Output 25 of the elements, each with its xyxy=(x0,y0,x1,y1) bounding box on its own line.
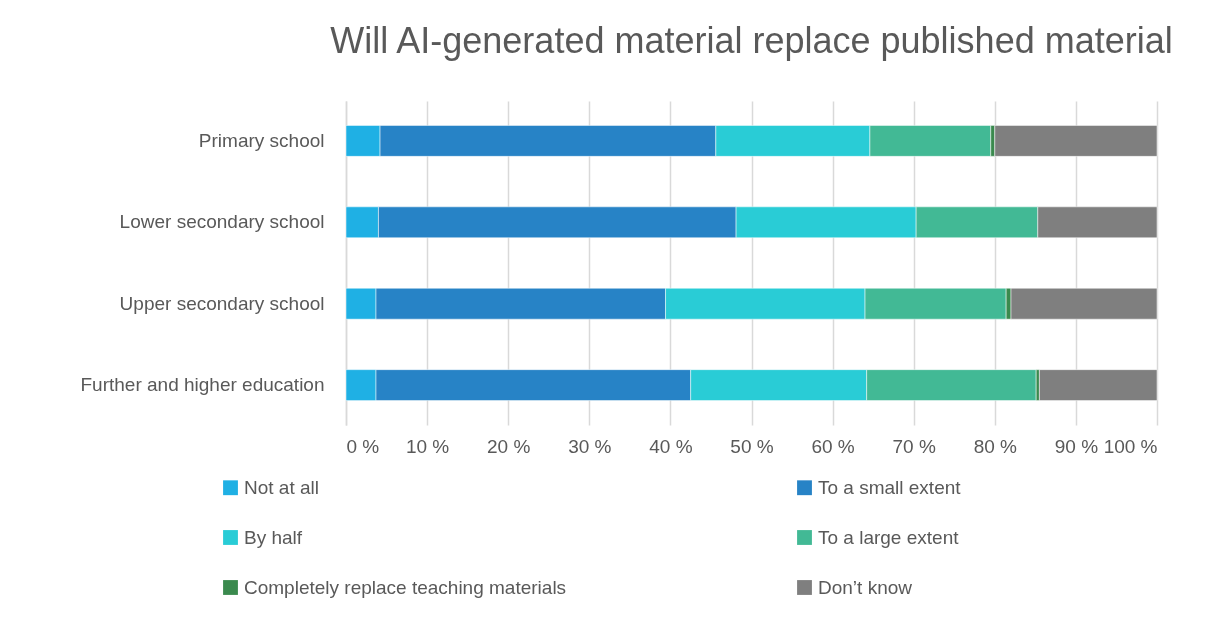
legend-label: Not at all xyxy=(244,476,319,498)
y-tick-label: Primary school xyxy=(198,129,325,151)
x-tick-label: 30 % xyxy=(568,435,612,457)
legend-label: To a large extent xyxy=(818,526,960,548)
legend-label: Don’t know xyxy=(818,576,913,598)
legend-label: Completely replace teaching materials xyxy=(244,576,567,598)
x-tick-label: 80 % xyxy=(973,435,1018,457)
x-tick-label: 20 % xyxy=(487,435,531,457)
legend-label: To a small extent xyxy=(818,476,962,498)
y-tick-label: Lower secondary school xyxy=(119,211,325,233)
x-tick-label: 50 % xyxy=(730,435,774,457)
x-tick-label: 40 % xyxy=(649,435,693,457)
x-tick-label: 60 % xyxy=(811,435,855,457)
legend-label: By half xyxy=(244,526,303,548)
bar xyxy=(1010,287,1158,320)
x-tick-label: 90 % xyxy=(1054,435,1099,457)
y-tick-label: Further and higher education xyxy=(80,374,325,396)
x-tick-label: 10 % xyxy=(405,435,450,457)
bar xyxy=(994,125,1158,157)
chart-title: Will AI-generated material replace published material xyxy=(330,20,1173,61)
y-tick-label: Upper secondary school xyxy=(119,292,325,314)
x-tick-label: 100 % xyxy=(1103,435,1158,457)
bar xyxy=(1039,369,1158,401)
x-tick-label: 0 % xyxy=(346,435,380,457)
x-tick-label: 70 % xyxy=(892,435,936,457)
